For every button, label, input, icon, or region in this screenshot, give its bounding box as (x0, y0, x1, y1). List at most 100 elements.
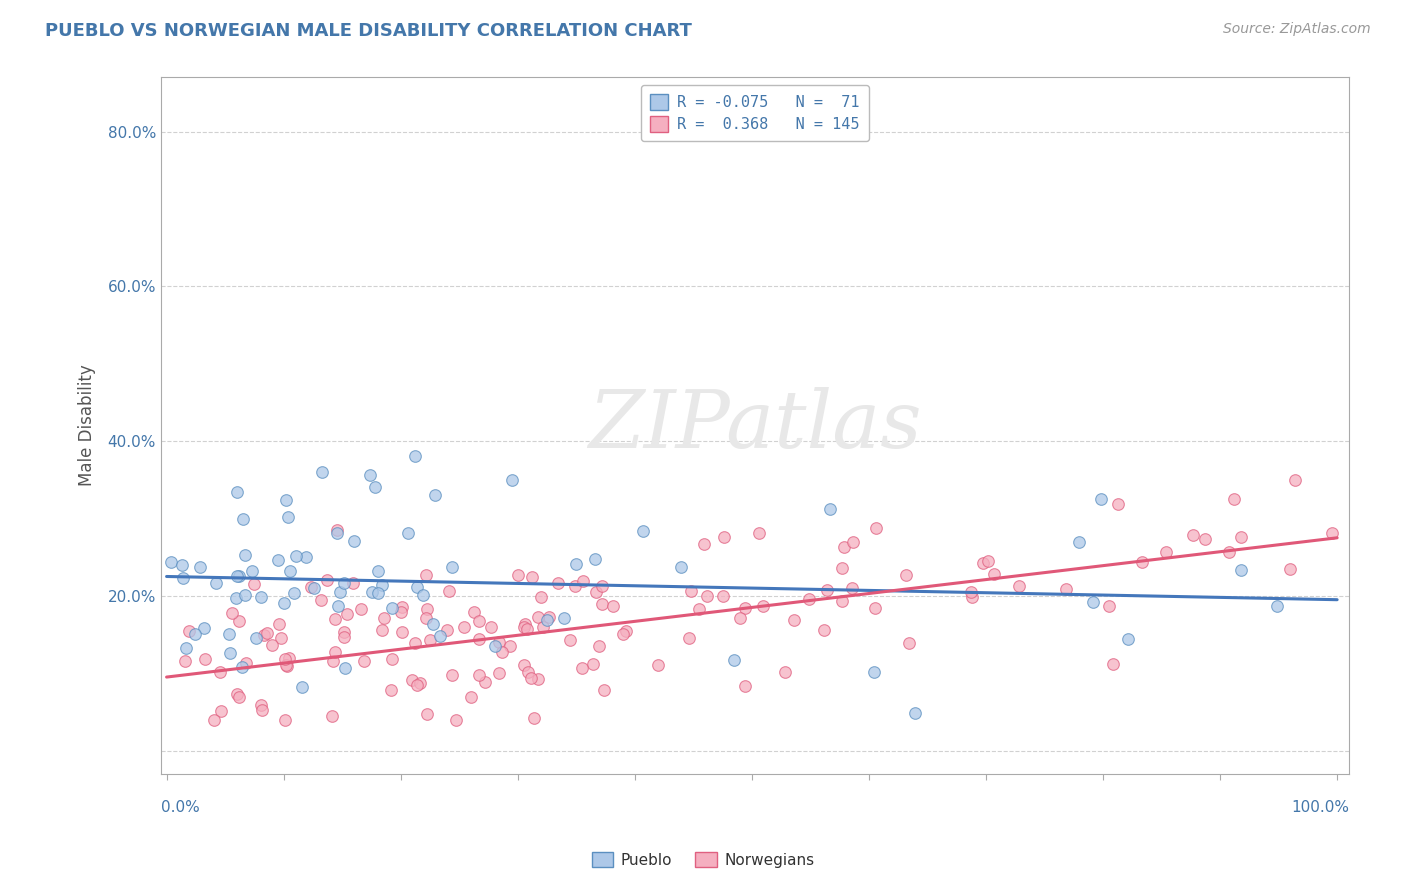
Point (228, 569, 250, 583)
Point (302, 581, 325, 595)
Point (501, 474, 523, 488)
Point (277, 510, 299, 524)
Point (513, 658, 536, 673)
Point (381, 652, 404, 666)
Point (1265, 599, 1288, 613)
Point (536, 613, 558, 627)
Point (333, 630, 356, 644)
Point (228, 614, 250, 628)
Point (591, 579, 613, 593)
Point (228, 690, 250, 705)
Point (380, 601, 402, 615)
Point (415, 611, 437, 625)
Point (460, 690, 482, 705)
Point (291, 680, 314, 694)
Point (841, 581, 863, 595)
Point (1116, 632, 1139, 646)
Point (233, 588, 256, 602)
Y-axis label: Male Disability: Male Disability (79, 365, 96, 486)
Point (218, 627, 240, 641)
Point (960, 585, 983, 599)
Point (225, 687, 247, 701)
Point (172, 571, 194, 585)
Point (350, 602, 373, 616)
Point (537, 610, 560, 624)
Point (323, 611, 346, 625)
Point (517, 665, 540, 680)
Text: ZIPatlas: ZIPatlas (588, 387, 921, 465)
Point (444, 713, 467, 727)
Point (553, 610, 575, 624)
Point (752, 599, 775, 613)
Point (474, 675, 496, 690)
Point (204, 576, 226, 591)
Point (499, 639, 522, 653)
Point (713, 530, 735, 544)
Point (506, 567, 529, 582)
Text: Source: ZipAtlas.com: Source: ZipAtlas.com (1223, 22, 1371, 37)
Point (588, 639, 610, 653)
Point (316, 574, 339, 588)
Point (1284, 473, 1306, 487)
Point (373, 610, 395, 624)
Point (523, 711, 546, 725)
Point (405, 678, 427, 692)
Point (409, 675, 432, 690)
Point (276, 493, 298, 508)
Point (564, 557, 586, 571)
Point (343, 533, 366, 548)
Point (1054, 582, 1077, 596)
Point (405, 580, 427, 594)
Point (1230, 530, 1253, 544)
Point (179, 624, 201, 638)
Point (270, 632, 292, 646)
Point (1008, 579, 1031, 593)
Point (1223, 492, 1246, 507)
Point (977, 554, 1000, 568)
Point (364, 481, 387, 495)
Point (437, 584, 460, 599)
Point (326, 526, 349, 541)
Text: PUEBLO VS NORWEGIAN MALE DISABILITY CORRELATION CHART: PUEBLO VS NORWEGIAN MALE DISABILITY CORR… (45, 22, 692, 40)
Point (221, 606, 243, 620)
Point (240, 564, 263, 578)
Point (367, 564, 389, 578)
Point (371, 624, 394, 638)
Point (160, 555, 183, 569)
Point (412, 588, 434, 602)
Point (527, 610, 550, 624)
Point (633, 524, 655, 538)
Point (688, 601, 710, 615)
Point (831, 593, 853, 607)
Point (333, 661, 356, 675)
Point (775, 665, 797, 679)
Point (404, 450, 426, 464)
Point (818, 502, 841, 516)
Point (250, 591, 273, 605)
Point (832, 540, 855, 554)
Point (401, 673, 423, 687)
Point (380, 683, 402, 698)
Point (527, 672, 550, 686)
Legend: Pueblo, Norwegians: Pueblo, Norwegians (585, 846, 821, 873)
Point (311, 466, 333, 480)
Point (415, 568, 437, 582)
Point (1090, 491, 1112, 506)
Point (276, 659, 298, 673)
Point (593, 683, 616, 698)
Point (453, 620, 475, 634)
Point (172, 558, 194, 573)
Point (671, 560, 693, 574)
Point (1107, 497, 1129, 511)
Point (416, 707, 439, 722)
Point (612, 627, 634, 641)
Point (863, 600, 886, 615)
Point (468, 668, 491, 682)
Point (513, 617, 536, 632)
Point (278, 651, 301, 665)
Point (233, 548, 256, 562)
Point (728, 610, 751, 624)
Point (734, 679, 756, 693)
Point (235, 657, 257, 671)
Point (429, 629, 451, 643)
